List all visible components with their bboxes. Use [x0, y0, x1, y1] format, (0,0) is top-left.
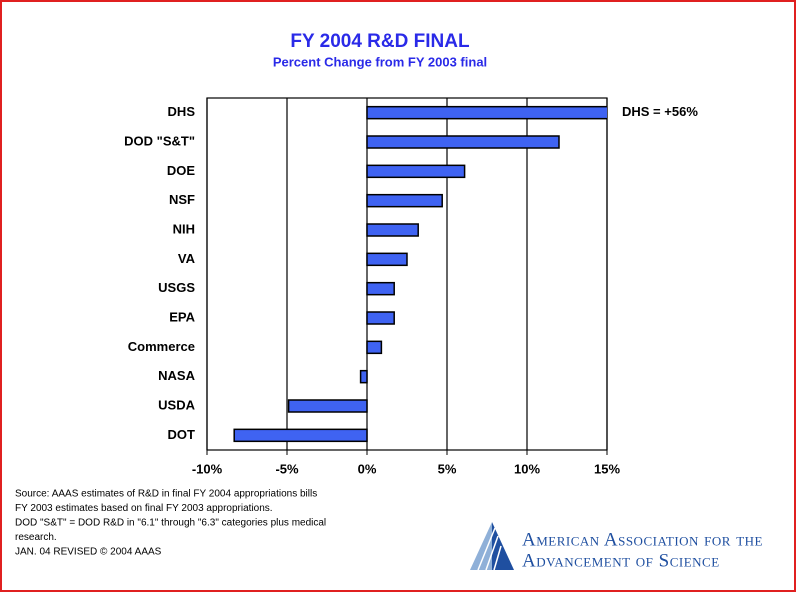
bar	[366, 193, 443, 208]
x-tick-label: -10%	[192, 461, 223, 476]
plot-area	[206, 97, 608, 451]
bar	[366, 281, 395, 296]
category-label: USDA	[158, 397, 195, 412]
bar	[366, 223, 419, 237]
logo-text: Advancement of Science	[522, 550, 720, 571]
category-label: NASA	[158, 368, 195, 383]
category-label: DHS	[168, 104, 196, 119]
category-label: EPA	[169, 309, 195, 324]
footnote: research.	[15, 532, 57, 543]
bar	[366, 340, 383, 355]
chart-subtitle: Percent Change from FY 2003 final	[273, 54, 487, 69]
category-label: VA	[178, 251, 196, 266]
chart-title: FY 2004 R&D FINAL	[290, 31, 470, 52]
bar	[366, 105, 607, 120]
footnote: FY 2003 estimates based on final FY 2003…	[15, 503, 273, 514]
plot-border	[206, 97, 608, 451]
category-label: DOT	[168, 427, 196, 442]
bar	[366, 311, 395, 325]
bar	[366, 252, 408, 267]
bar	[287, 399, 368, 413]
bar	[233, 428, 368, 443]
x-tick-label: 10%	[514, 461, 540, 476]
bar	[366, 135, 560, 149]
category-label: NIH	[173, 221, 195, 236]
bars	[233, 105, 607, 443]
category-label: Commerce	[128, 339, 195, 354]
footnote: Source: AAAS estimates of R&D in final F…	[15, 489, 317, 500]
category-label: USGS	[158, 280, 195, 295]
bar	[366, 164, 466, 179]
annotation: DHS = +56%	[622, 104, 698, 119]
x-tick-label: 0%	[358, 461, 377, 476]
category-label: NSF	[169, 192, 195, 207]
footnote: JAN. 04 REVISED © 2004 AAAS	[15, 547, 162, 558]
x-tick-label: -5%	[275, 461, 299, 476]
x-tick-label: 5%	[438, 461, 457, 476]
category-label: DOE	[167, 163, 196, 178]
category-label: DOD "S&T"	[124, 133, 195, 148]
bar	[359, 369, 368, 384]
logo-icon	[470, 522, 514, 571]
footnote: DOD "S&T" = DOD R&D in "6.1" through "6.…	[15, 518, 326, 529]
logo-text: American Association for the	[522, 529, 763, 550]
x-tick-label: 15%	[594, 461, 620, 476]
